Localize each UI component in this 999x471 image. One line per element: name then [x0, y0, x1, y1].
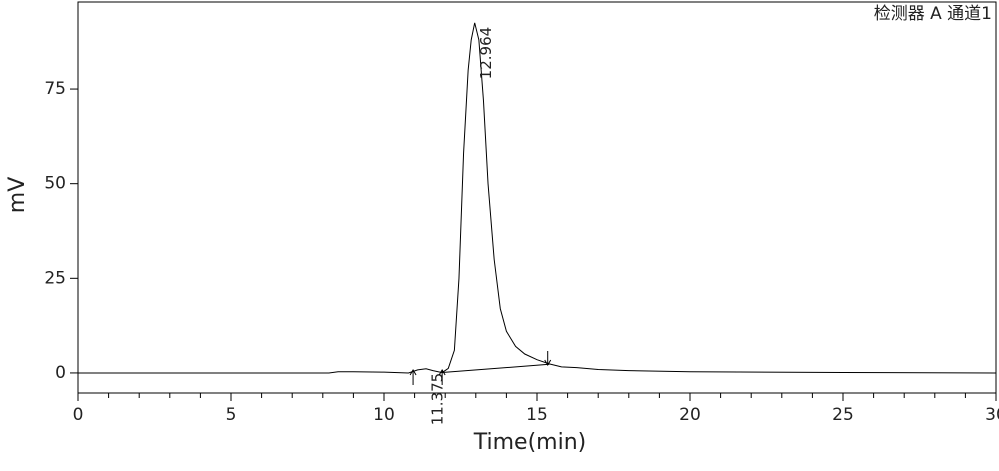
x-tick-label: 15 [526, 405, 548, 425]
event-marker [438, 369, 446, 385]
y-axis-label: mV [5, 177, 30, 213]
event-arrow-part [409, 369, 417, 376]
y-tick-label: 0 [55, 363, 66, 383]
event-marker [544, 351, 552, 366]
x-tick-label: 25 [832, 405, 854, 425]
x-tick-label: 20 [679, 405, 701, 425]
plot-frame [77, 1, 997, 394]
event-arrow-part [544, 359, 552, 366]
peak-label: 12.964 [477, 27, 495, 80]
x-axis-label: Time(min) [473, 430, 587, 455]
x-tick-label: 5 [226, 405, 237, 425]
x-tick-label: 30 [985, 405, 999, 425]
event-arrow-part [438, 369, 446, 376]
y-tick-label: 25 [44, 268, 66, 288]
x-tick-label: 0 [73, 405, 84, 425]
x-tick-label: 10 [373, 405, 395, 425]
y-tick-label: 50 [44, 174, 66, 194]
event-marker [409, 369, 417, 385]
detector-annotation: 检测器 A 通道1 [874, 4, 992, 24]
peak-label: 11.375 [429, 373, 447, 426]
signal-line [78, 22, 997, 374]
signal-line [442, 363, 550, 374]
y-tick-label: 75 [44, 79, 66, 99]
